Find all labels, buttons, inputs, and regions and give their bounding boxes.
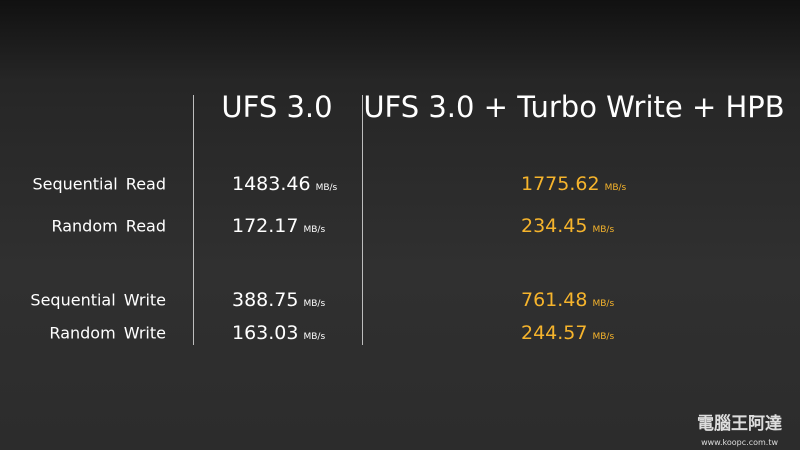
row-label: Sequential Write — [30, 290, 166, 310]
value-cell: 1483.46 MB/s — [232, 173, 337, 195]
value-cell: 172.17 MB/s — [232, 215, 325, 237]
value: 388.75 — [232, 289, 299, 311]
unit: MB/s — [315, 183, 338, 193]
value: 244.57 — [521, 322, 588, 344]
unit: MB/s — [592, 332, 615, 342]
divider — [193, 95, 194, 345]
value: 1483.46 — [232, 173, 311, 195]
value: 761.48 — [521, 289, 588, 311]
watermark-url: www.koopc.com.tw — [701, 438, 778, 447]
unit: MB/s — [303, 225, 326, 235]
column-header: UFS 3.0 + Turbo Write + HPB — [363, 90, 785, 124]
value: 172.17 — [232, 215, 299, 237]
value: 1775.62 — [521, 173, 600, 195]
value-cell: 244.57 MB/s — [521, 322, 614, 344]
unit: MB/s — [604, 183, 627, 193]
unit: MB/s — [303, 299, 326, 309]
value-cell: 163.03 MB/s — [232, 322, 325, 344]
divider — [362, 95, 363, 345]
unit: MB/s — [303, 332, 326, 342]
row-label: Random Read — [51, 216, 166, 236]
value-cell: 234.45 MB/s — [521, 215, 614, 237]
value-cell: 388.75 MB/s — [232, 289, 325, 311]
value: 234.45 — [521, 215, 588, 237]
watermark-name: 電腦王阿達 — [697, 414, 782, 434]
value-cell: 1775.62 MB/s — [521, 173, 626, 195]
value: 163.03 — [232, 322, 299, 344]
row-label: Sequential Read — [32, 174, 166, 194]
column-header: UFS 3.0 — [221, 90, 333, 124]
value-cell: 761.48 MB/s — [521, 289, 614, 311]
row-label: Random Write — [49, 323, 166, 343]
unit: MB/s — [592, 225, 615, 235]
unit: MB/s — [592, 299, 615, 309]
